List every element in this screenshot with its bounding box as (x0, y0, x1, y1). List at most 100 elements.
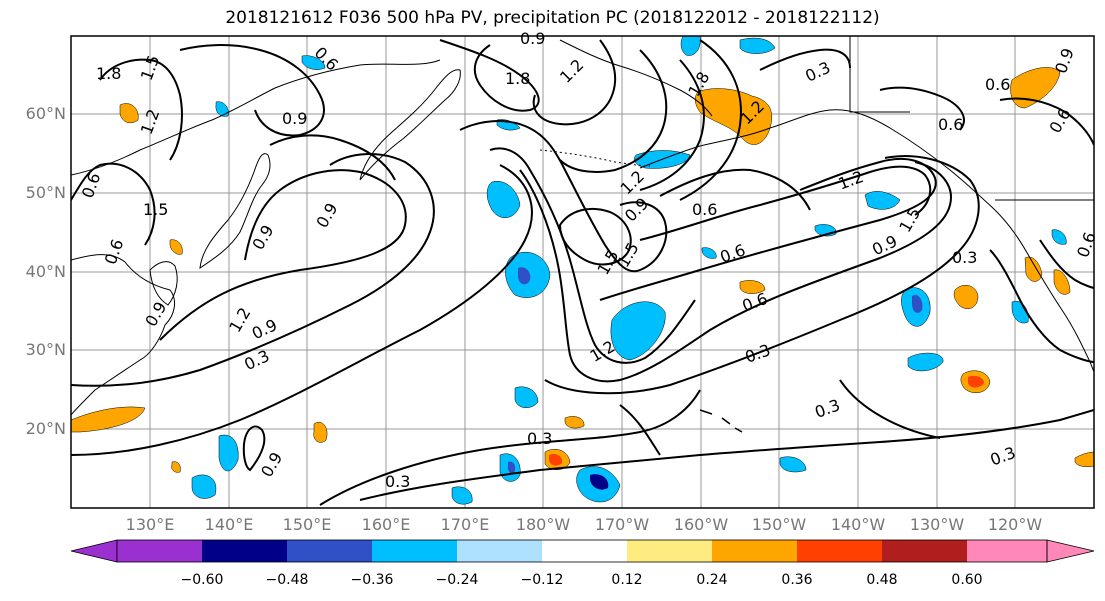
precip-shading (71, 36, 1094, 505)
precip-negative-area (451, 486, 473, 505)
contour-line (489, 147, 696, 364)
contour-line (639, 165, 932, 241)
alaska-coastline (639, 109, 996, 211)
colorbar (70, 539, 1095, 563)
precip-negative-area (912, 294, 923, 313)
colorbar-swatch (457, 540, 542, 562)
lat-label: 30°N (25, 340, 66, 359)
north-america-coastline (994, 209, 1094, 373)
contour-label: 0.3 (385, 472, 410, 491)
lon-label: 140°E (204, 515, 254, 534)
map-frame (70, 35, 1095, 509)
contour-label: 1.5 (143, 200, 168, 219)
precip-negative-area (864, 191, 901, 210)
precip-positive-area (1074, 451, 1094, 468)
colorbar-extend-high (1046, 539, 1095, 563)
contour-label: 0.6 (985, 75, 1010, 94)
precip-negative-area (701, 247, 717, 259)
colorbar-tick-label: 0.24 (696, 572, 728, 588)
contour-label: 0.6 (692, 200, 717, 219)
precip-positive-area (695, 88, 773, 145)
contour-line (558, 207, 632, 266)
contour-line (71, 162, 156, 246)
precip-negative-area (486, 180, 521, 218)
japan-coastline (199, 153, 271, 270)
contour-line (519, 161, 952, 383)
precip-negative-area (518, 267, 531, 285)
lon-label: 150°E (282, 515, 332, 534)
precip-negative-area (215, 101, 229, 117)
precip-negative-area (680, 36, 701, 56)
colorbar-tick-label: −0.48 (265, 572, 309, 588)
precip-positive-area (313, 422, 328, 443)
korea-coastline (149, 261, 178, 306)
precip-negative-area (507, 461, 516, 474)
contour-line (639, 59, 705, 191)
colorbar-swatch (542, 540, 627, 562)
precip-positive-area (953, 284, 979, 309)
colorbar-swatch (967, 540, 1047, 562)
precip-positive-area (1024, 256, 1043, 282)
contour-label: 0.9 (282, 109, 307, 128)
coastlines (71, 36, 1094, 433)
asia-coastline (71, 254, 176, 416)
lon-label: 140°W (830, 515, 886, 534)
pv-contours (71, 39, 1094, 506)
precip-positive-area (549, 453, 563, 466)
contour-line (759, 48, 851, 71)
precip-negative-area (907, 352, 944, 372)
contour-line (989, 249, 1094, 363)
contour-line (242, 425, 266, 472)
colorbar-swatch (797, 540, 882, 562)
precip-negative-area (590, 474, 609, 490)
contour-label: 1.8 (505, 69, 530, 88)
colorbar-extend-low (70, 539, 118, 563)
colorbar-tick-label: 0.60 (951, 572, 983, 588)
contour-label: 0.9 (520, 29, 545, 48)
precip-positive-area (968, 375, 984, 388)
colorbar-swatch (287, 540, 372, 562)
precip-positive-area (1053, 269, 1071, 295)
map-title: 2018121612 F036 500 hPa PV, precipitatio… (225, 8, 880, 28)
asia-coastline (71, 59, 441, 176)
contour-label: 0.3 (952, 248, 977, 267)
precip-positive-area (169, 239, 183, 255)
contour-line (269, 134, 396, 181)
lon-label: 180°W (515, 515, 571, 534)
contour-line (459, 120, 668, 273)
precip-negative-area (610, 301, 666, 361)
colorbar-tick-label: 0.12 (611, 572, 643, 588)
lon-label: 160°E (361, 515, 411, 534)
contour-line (179, 44, 325, 137)
contour-line (879, 86, 965, 131)
lon-label: 150°W (751, 515, 807, 534)
contour-label: 1.8 (96, 64, 121, 83)
colorbar-tick-label: 0.36 (781, 572, 813, 588)
aleutian-islands (539, 149, 651, 167)
precip-negative-area (301, 55, 326, 70)
contour-line (659, 168, 811, 211)
colorbar-tick-label: −0.60 (180, 572, 224, 588)
contour-line (359, 409, 1094, 501)
colorbar-swatch (117, 540, 202, 562)
precip-negative-area (779, 456, 807, 473)
contour-label: 0.6 (938, 115, 963, 134)
lon-label: 120°W (987, 515, 1043, 534)
colorbar-tick-label: −0.24 (435, 572, 479, 588)
precip-positive-area (564, 416, 585, 429)
contour-line (999, 97, 1094, 146)
lon-label: 160°W (673, 515, 729, 534)
hawaii-islands (699, 409, 743, 433)
contour-line (532, 39, 617, 126)
precip-positive-area (171, 461, 181, 473)
lon-label: 130°W (909, 515, 965, 534)
lon-label: 170°W (594, 515, 650, 534)
precip-positive-area (119, 103, 139, 124)
contour-line (159, 169, 407, 341)
contour-line (71, 164, 533, 456)
precip-negative-area (1051, 229, 1067, 245)
precip-positive-area (739, 280, 766, 294)
kamchatka-coastline (359, 69, 461, 181)
contour-line (439, 39, 540, 112)
